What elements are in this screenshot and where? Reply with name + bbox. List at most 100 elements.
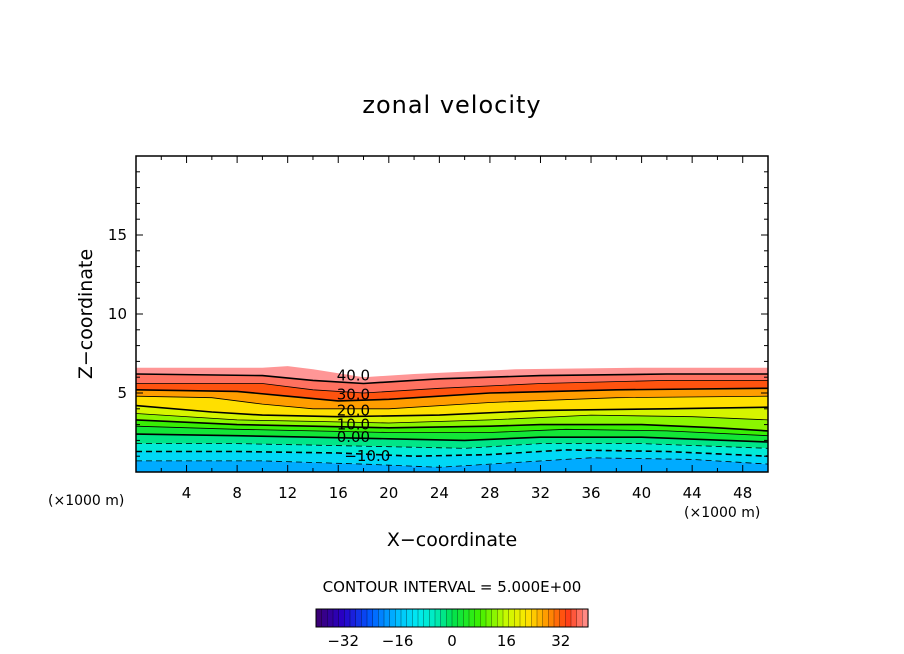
x-tick-label: 44 — [683, 484, 702, 502]
contour-line-35 — [136, 380, 768, 394]
colorbar-cell — [344, 608, 351, 628]
field-band-2 — [136, 380, 768, 401]
contour-line-15 — [136, 413, 768, 424]
contour-label: 0.00 — [337, 428, 370, 446]
contour-line-5 — [136, 425, 768, 437]
x-tick-label: 32 — [531, 484, 550, 502]
colorbar-tick-label: 0 — [447, 632, 457, 650]
field-band-0 — [136, 366, 768, 384]
contour-label: 10.0 — [337, 416, 370, 434]
colorbar-cell — [553, 608, 561, 628]
colorbar-cell — [508, 608, 515, 628]
colorbar-cell — [480, 608, 487, 628]
x-tick-label: 28 — [480, 484, 499, 502]
field-band-12 — [136, 457, 768, 472]
x-tick-label: 16 — [329, 484, 348, 502]
y-tick-label: 5 — [117, 384, 127, 402]
colorbar-cell — [315, 608, 323, 628]
x-tick-label: 24 — [430, 484, 449, 502]
colorbar-cell — [321, 608, 328, 628]
colorbar-cell — [338, 608, 345, 628]
colorbar-cell — [429, 608, 436, 628]
x-axis-label: X−coordinate — [387, 529, 517, 551]
colorbar-cell — [395, 608, 402, 628]
colorbar-cell — [406, 608, 413, 628]
colorbar-cell — [519, 608, 527, 628]
x-tick-label: 20 — [379, 484, 398, 502]
colorbar-cell — [497, 608, 504, 628]
contour-label: 20.0 — [337, 401, 370, 419]
colorbar-ticks: −32 −16 0 16 32 — [327, 632, 570, 650]
contour-labels: 40.030.020.010.00.00−10.0 — [337, 367, 391, 466]
colorbar-cell — [417, 608, 425, 628]
colorbar-cell — [372, 608, 379, 628]
chart-title: zonal velocity — [362, 91, 541, 119]
contour-label: −10.0 — [344, 447, 390, 465]
colorbar-cell — [542, 608, 549, 628]
colorbar-tick-label: 16 — [497, 632, 516, 650]
field-band-4 — [136, 396, 768, 417]
colorbar-frame — [315, 608, 589, 628]
field-band-11 — [136, 449, 768, 468]
y-axis-label: Z−coordinate — [75, 249, 97, 379]
contour-line-neg10 — [136, 449, 768, 458]
colorbar-cell — [531, 608, 538, 628]
colorbar-cell — [474, 608, 481, 628]
y-axis-ticks: 5 10 15 — [108, 155, 768, 473]
contour-label: 40.0 — [337, 367, 370, 385]
colorbar-tick-label: 32 — [551, 632, 570, 650]
contour-line-0 — [136, 433, 768, 443]
y-tick-label: 15 — [108, 226, 127, 244]
field-band-7 — [136, 419, 768, 436]
x-tick-label: 8 — [232, 484, 242, 502]
colorbar-cell — [457, 608, 464, 628]
colorbar-cell — [525, 608, 532, 628]
colorbar-cell — [378, 608, 385, 628]
colorbar-cell — [327, 608, 334, 628]
x-tick-label: 4 — [182, 484, 192, 502]
colorbar-cell — [451, 608, 459, 628]
colorbar-cell — [332, 608, 340, 628]
y-axis-unit: (×1000 m) — [48, 493, 124, 509]
colorbar-cell — [440, 608, 447, 628]
x-tick-label: 12 — [278, 484, 297, 502]
x-axis-unit: (×1000 m) — [684, 505, 760, 521]
colorbar-cell — [400, 608, 408, 628]
colorbar-cell — [548, 608, 555, 628]
colorbar-cell — [559, 608, 566, 628]
colorbar-cell — [383, 608, 391, 628]
field-band-6 — [136, 413, 768, 431]
field-band-3 — [136, 388, 768, 409]
contour-line-25 — [136, 395, 768, 410]
field-band-10 — [136, 443, 768, 457]
colorbar-cell — [468, 608, 476, 628]
colorbar-cell — [389, 608, 396, 628]
colorbar-cell — [349, 608, 357, 628]
x-axis-ticks: 4 8 12 16 20 24 28 32 36 40 44 48 — [135, 156, 769, 502]
colorbar-cell — [491, 608, 498, 628]
contour-line-30 — [136, 387, 768, 402]
contour-line-40 — [136, 373, 768, 385]
contour-line-neg15 — [136, 457, 768, 468]
colorbar-tick-label: −32 — [327, 632, 359, 650]
colorbar-cell — [502, 608, 510, 628]
colorbar-cell — [361, 608, 368, 628]
colorbar-cell — [463, 608, 470, 628]
colorbar-cell — [366, 608, 374, 628]
contour-line-10 — [136, 419, 768, 432]
colorbar — [315, 608, 589, 628]
velocity-field — [136, 366, 768, 472]
colorbar-cell — [412, 608, 419, 628]
colorbar-cell — [434, 608, 442, 628]
contour-interval-label: CONTOUR INTERVAL = 5.000E+00 — [323, 578, 582, 596]
y-tick-label: 10 — [108, 305, 127, 323]
contour-line-neg5 — [136, 443, 768, 449]
colorbar-cell — [423, 608, 430, 628]
colorbar-cell — [565, 608, 572, 628]
colorbar-tick-label: −16 — [382, 632, 414, 650]
colorbar-cell — [582, 608, 589, 628]
x-tick-label: 36 — [581, 484, 600, 502]
colorbar-cell — [576, 608, 583, 628]
contour-lines — [136, 373, 768, 468]
